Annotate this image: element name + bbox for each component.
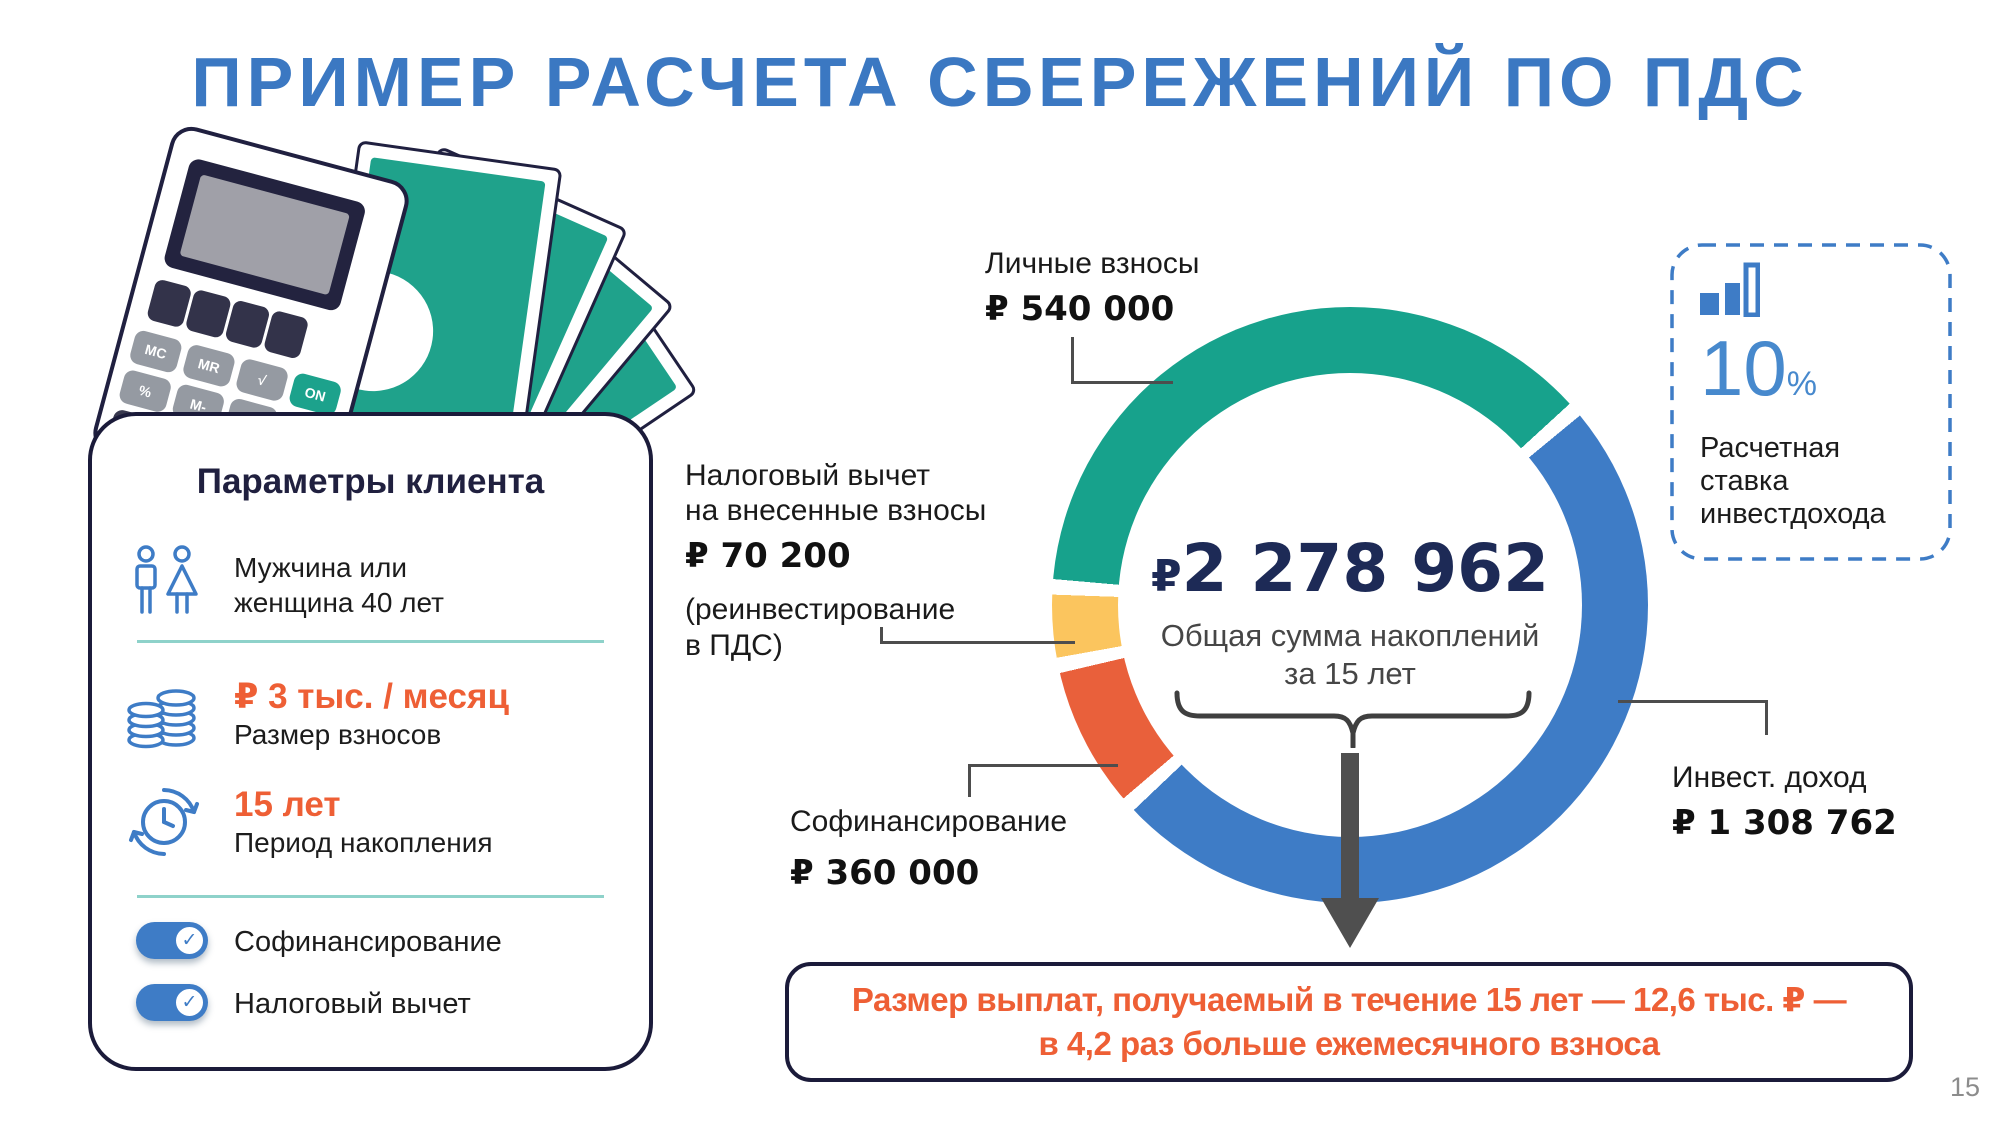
calculator-memory-key bbox=[145, 278, 193, 329]
toggle-check-icon: ✓ bbox=[173, 986, 206, 1019]
calc-key: % bbox=[117, 368, 173, 414]
down-arrow-icon bbox=[1341, 753, 1359, 901]
coins-icon bbox=[127, 689, 196, 749]
contribution-row: ₽ 3 тыс. / месяц Размер взносов bbox=[234, 676, 509, 752]
person-line2: женщина 40 лет bbox=[234, 587, 444, 618]
toggle-cofinancing[interactable]: ✓ bbox=[136, 922, 208, 959]
couple-icon bbox=[135, 545, 198, 614]
segment-label: Личные взносы bbox=[985, 247, 1200, 280]
segment-amount: ₽ 70 200 bbox=[685, 536, 851, 576]
rate-caption-line1: Расчетная bbox=[1700, 432, 1841, 464]
calc-key: MR bbox=[181, 343, 237, 389]
total-amount-value: 2 278 962 bbox=[1181, 530, 1550, 607]
page-number: 15 bbox=[1949, 1072, 1980, 1102]
period-label: Период накопления bbox=[234, 827, 493, 858]
segment-amount: ₽ 360 000 bbox=[790, 853, 980, 893]
calc-key: MC bbox=[128, 328, 184, 375]
callout-personal-contributions: Личные взносы ₽ 540 000 bbox=[985, 246, 1199, 329]
callout-connector bbox=[1071, 337, 1173, 384]
donut-center: ₽2 278 962 Общая сумма накоплений за 15 … bbox=[1100, 530, 1600, 693]
toggle-tax-deduction[interactable]: ✓ bbox=[136, 984, 208, 1021]
calc-key-on: ON bbox=[287, 371, 343, 417]
person-row: Мужчина или женщина 40 лет bbox=[234, 550, 444, 620]
clock-icon bbox=[129, 788, 199, 856]
total-caption: Общая сумма накоплений за 15 лет bbox=[1100, 617, 1600, 693]
total-amount: ₽2 278 962 bbox=[1100, 530, 1600, 607]
total-caption-line2: за 15 лет bbox=[1284, 656, 1416, 691]
panel-title: Параметры клиента bbox=[196, 462, 545, 501]
segment-label: Инвест. доход bbox=[1672, 761, 1867, 794]
page-title: ПРИМЕР РАСЧЕТА СБЕРЕЖЕНИЙ ПО ПДС bbox=[191, 43, 1809, 121]
segment-note: (реинвестирование в ПДС) bbox=[685, 592, 986, 664]
divider bbox=[137, 895, 604, 898]
rate-content: 10% Расчетная ставка инвестдохода bbox=[1700, 261, 1886, 531]
percent-sign: % bbox=[1786, 365, 1817, 403]
rate-caption-line3: инвестдохода bbox=[1700, 498, 1886, 530]
period-row: 15 лет Период накопления bbox=[234, 784, 493, 860]
segment-amount: ₽ 1 308 762 bbox=[1672, 803, 1897, 843]
divider bbox=[137, 640, 604, 643]
toggle-cofinancing-label: Софинансирование bbox=[234, 926, 502, 958]
client-parameters-panel: Параметры клиента Мужчина или женщина 40… bbox=[88, 412, 653, 1071]
segment-note-line1: (реинвестирование bbox=[685, 593, 956, 626]
callout-connector bbox=[1618, 700, 1768, 735]
bar-chart-icon bbox=[1700, 262, 1761, 318]
segment-label-line2: на внесенные взносы bbox=[685, 494, 987, 527]
segment-label: Налоговый вычет на внесенные взносы bbox=[685, 458, 986, 528]
brace-icon bbox=[1174, 690, 1532, 748]
payout-line2: в 4,2 раз больше ежемесячного взноса bbox=[1038, 1025, 1660, 1062]
rate-caption-line2: ставка bbox=[1700, 465, 1789, 497]
dashed-border bbox=[1670, 243, 1952, 561]
rate-caption: Расчетная ставка инвестдохода bbox=[1700, 432, 1886, 531]
calculator-memory-key bbox=[184, 288, 232, 339]
contribution-label: Размер взносов bbox=[234, 719, 442, 750]
callout-tax-deduction: Налоговый вычет на внесенные взносы ₽ 70… bbox=[685, 458, 986, 664]
contribution-highlight: ₽ 3 тыс. / месяц bbox=[234, 677, 509, 716]
rate-number: 10 bbox=[1700, 324, 1787, 412]
period-highlight: 15 лет bbox=[234, 785, 341, 824]
down-arrow-head bbox=[1321, 898, 1379, 948]
total-caption-line1: Общая сумма накоплений bbox=[1160, 618, 1540, 653]
segment-amount: ₽ 540 000 bbox=[985, 289, 1175, 329]
toggle-tax-deduction-label: Налоговый вычет bbox=[234, 988, 471, 1020]
callout-investment-income: Инвест. доход ₽ 1 308 762 bbox=[1672, 760, 1897, 843]
calculator-memory-key bbox=[223, 299, 271, 350]
callout-cofinancing: Софинансирование ₽ 360 000 bbox=[790, 804, 1067, 893]
callout-connector bbox=[968, 764, 1118, 797]
payout-box: Размер выплат, получаемый в течение 15 л… bbox=[785, 962, 1913, 1082]
calculator-screen bbox=[179, 174, 351, 296]
calculator-memory-key bbox=[262, 309, 310, 360]
calc-key: √ bbox=[234, 357, 290, 403]
callout-connector bbox=[880, 627, 1075, 644]
rate-box: 10% Расчетная ставка инвестдохода bbox=[1670, 243, 1952, 561]
toggle-check-icon: ✓ bbox=[173, 924, 206, 957]
rate-value: 10% bbox=[1700, 328, 1886, 424]
segment-label: Софинансирование bbox=[790, 805, 1068, 838]
segment-note-line2: в ПДС) bbox=[685, 629, 783, 662]
payout-line1: Размер выплат, получаемый в течение 15 л… bbox=[851, 981, 1847, 1018]
segment-label-line1: Налоговый вычет bbox=[685, 459, 930, 492]
person-line1: Мужчина или bbox=[234, 552, 408, 583]
ruble-sign: ₽ bbox=[1150, 551, 1182, 602]
